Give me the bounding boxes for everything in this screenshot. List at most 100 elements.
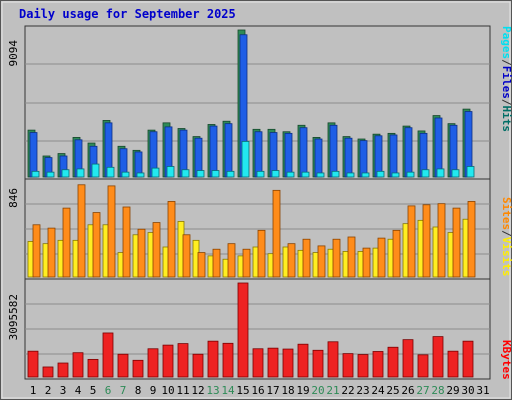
bar-kbytes <box>177 343 189 378</box>
bar-kbytes <box>87 358 99 378</box>
bar-pages <box>91 163 100 178</box>
day-label: 17 <box>266 384 279 397</box>
bar-pages <box>241 141 250 178</box>
bar-pages <box>196 170 205 178</box>
bar-sites <box>257 229 266 278</box>
bar-sites <box>392 229 401 278</box>
bar-files <box>449 124 458 178</box>
bar-pages <box>76 168 85 178</box>
bar-kbytes <box>222 342 234 378</box>
bar-pages <box>466 166 475 178</box>
day-label: 22 <box>341 384 354 397</box>
bar-pages <box>136 172 145 178</box>
bar-kbytes <box>42 366 54 378</box>
day-label: 30 <box>461 384 474 397</box>
day-label: 13 <box>206 384 219 397</box>
bar-sites <box>272 189 281 278</box>
bar-kbytes <box>312 349 324 378</box>
bar-pages <box>31 170 40 178</box>
bar-sites <box>32 224 41 278</box>
day-label: 28 <box>431 384 444 397</box>
bar-pages <box>316 172 325 178</box>
day-label: 16 <box>251 384 264 397</box>
bar-sites <box>422 204 431 278</box>
bar-sites <box>107 185 116 278</box>
bar-pages <box>346 172 355 178</box>
day-label: 19 <box>296 384 309 397</box>
legend-item: / <box>500 99 512 106</box>
bar-sites <box>317 245 326 278</box>
bar-kbytes <box>57 362 69 378</box>
legend-item: Files <box>500 66 512 99</box>
day-label: 8 <box>135 384 142 397</box>
bar-kbytes <box>342 353 354 378</box>
legend-kbytes: KBytes <box>500 340 512 380</box>
day-label: 3 <box>60 384 67 397</box>
day-label: 12 <box>191 384 204 397</box>
bar-files <box>374 135 383 178</box>
bar-sites <box>407 205 416 278</box>
bar-sites <box>302 238 311 278</box>
bar-kbytes <box>72 352 84 378</box>
bar-sites <box>137 228 146 278</box>
legend-item: Sites <box>500 197 512 230</box>
bar-files <box>299 127 308 178</box>
bar-kbytes <box>237 282 249 378</box>
bar-sites <box>287 243 296 278</box>
bar-files <box>434 117 443 178</box>
ymax-label-hits-files-pages: 9094 <box>7 40 20 67</box>
day-label: 24 <box>371 384 385 397</box>
bar-sites <box>77 184 86 278</box>
bar-kbytes <box>447 350 459 378</box>
bar-files <box>284 132 293 178</box>
day-label: 27 <box>416 384 429 397</box>
bar-sites <box>452 207 461 278</box>
bar-files <box>29 132 38 178</box>
bar-sites <box>227 243 236 278</box>
day-label: 10 <box>161 384 174 397</box>
day-label: 31 <box>476 384 489 397</box>
bar-kbytes <box>252 348 264 378</box>
day-label: 15 <box>236 384 249 397</box>
day-label: 6 <box>105 384 112 397</box>
bar-sites <box>167 201 176 278</box>
ymax-label-kbytes: 3095582 <box>7 294 20 340</box>
bar-pages <box>421 169 430 178</box>
bar-files <box>344 137 353 178</box>
legend-item: Visits <box>500 237 512 277</box>
bar-pages <box>181 169 190 178</box>
bar-sites <box>437 203 446 278</box>
bar-kbytes <box>327 341 339 378</box>
day-label: 2 <box>45 384 52 397</box>
day-label: 1 <box>30 384 37 397</box>
bar-sites <box>182 234 191 278</box>
bar-pages <box>436 168 445 178</box>
bar-kbytes <box>132 359 144 378</box>
bar-sites <box>122 206 131 278</box>
bar-pages <box>151 167 160 178</box>
bar-kbytes <box>147 348 159 378</box>
bar-sites <box>92 212 101 278</box>
legend-item: KBytes <box>500 340 512 380</box>
legend-item: / <box>500 230 512 237</box>
day-label: 4 <box>75 384 82 397</box>
bar-kbytes <box>192 353 204 378</box>
bar-kbytes <box>207 340 219 378</box>
bar-sites <box>152 222 161 278</box>
legend-item: / <box>500 59 512 66</box>
bar-files <box>359 140 368 178</box>
bar-files <box>404 127 413 178</box>
bar-pages <box>256 170 265 178</box>
bar-files <box>209 125 218 178</box>
bar-kbytes <box>387 346 399 378</box>
bar-kbytes <box>117 353 129 378</box>
day-label: 29 <box>446 384 459 397</box>
bar-kbytes <box>417 354 429 378</box>
bar-pages <box>271 170 280 178</box>
bar-pages <box>121 171 130 178</box>
bar-pages <box>391 172 400 178</box>
bar-sites <box>197 252 206 278</box>
bar-pages <box>286 171 295 178</box>
bar-pages <box>361 172 370 178</box>
